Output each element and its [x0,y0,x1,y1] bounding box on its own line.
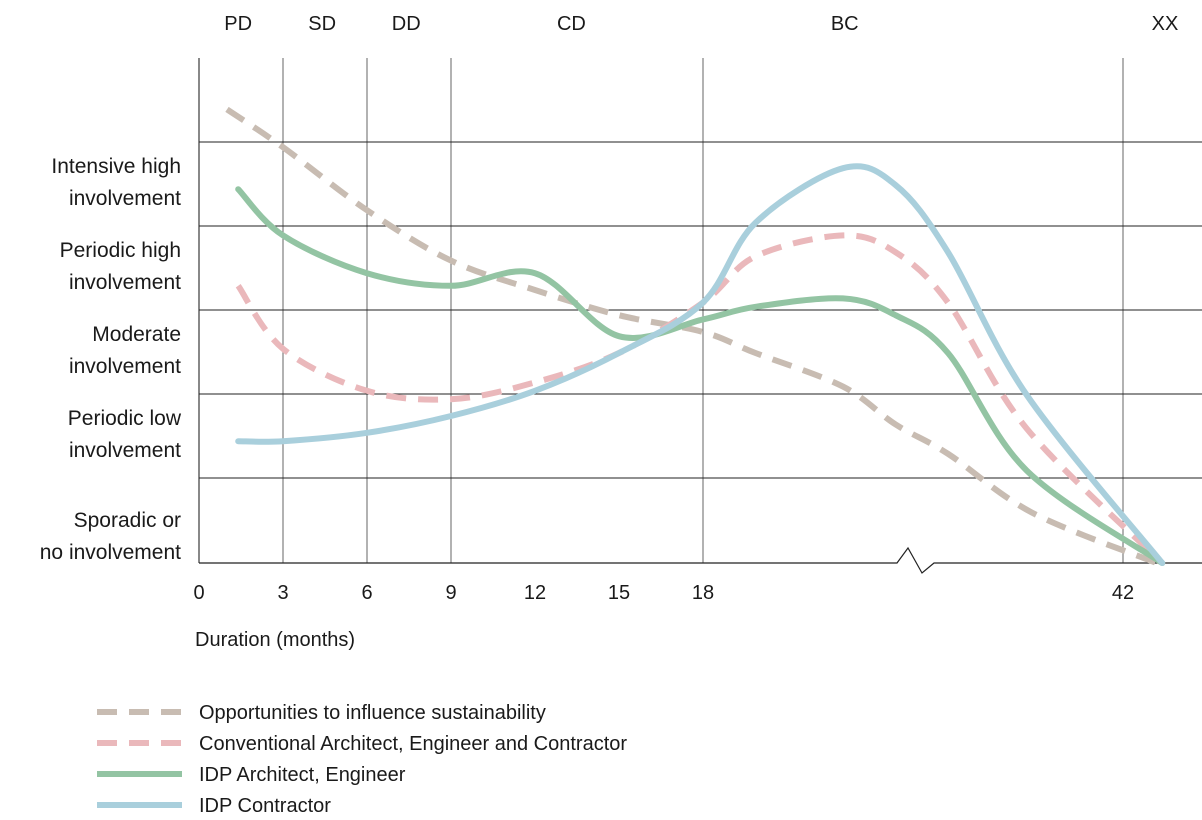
y-axis-labels: Intensive high involvement Periodic high in… [40,155,182,564]
x-tick-label: 12 [524,582,546,604]
x-axis-line-with-break [199,546,1202,574]
y-level-label: Periodic high [60,239,181,262]
x-tick-label: 15 [608,582,630,604]
y-level-label: Moderate [92,323,181,346]
legend-label: IDP Contractor [199,795,331,817]
legend: Opportunities to influence sustainabilit… [97,702,627,817]
y-level-label: Periodic low [68,407,182,430]
series-lines [225,106,1166,566]
y-level-label: involvement [69,355,181,378]
series-line [235,186,1166,566]
x-tick-label: 9 [445,582,456,604]
x-tick-label: 6 [361,582,372,604]
y-level-label: involvement [69,187,181,210]
y-level-label: involvement [69,439,181,462]
legend-label: Opportunities to influence sustainabilit… [199,702,546,724]
series-line [235,232,1165,566]
phase-labels: PD SD DD CD BC XX [224,13,1178,35]
x-tick-label: 0 [193,582,204,604]
y-level-label: Intensive high [51,155,181,178]
phase-label: CD [557,13,586,35]
x-axis-title: Duration (months) [195,629,355,651]
series-line [235,163,1166,566]
x-tick-label: 18 [692,582,714,604]
x-tick-label: 42 [1112,582,1134,604]
y-level-label: Sporadic or [74,509,181,532]
phase-label: DD [392,13,421,35]
grid [198,58,1202,574]
y-level-label: no involvement [40,541,181,564]
legend-label: Conventional Architect, Engineer and Con… [199,733,627,755]
x-axis-ticks: 0 3 6 9 12 15 18 42 [193,582,1134,604]
legend-label: IDP Architect, Engineer [199,764,406,786]
phase-label: XX [1152,13,1179,35]
phase-label: SD [308,13,336,35]
x-tick-label: 3 [277,582,288,604]
phase-label: BC [831,13,859,35]
y-level-label: involvement [69,271,181,294]
series-line [225,106,1158,566]
phase-label: PD [224,13,252,35]
